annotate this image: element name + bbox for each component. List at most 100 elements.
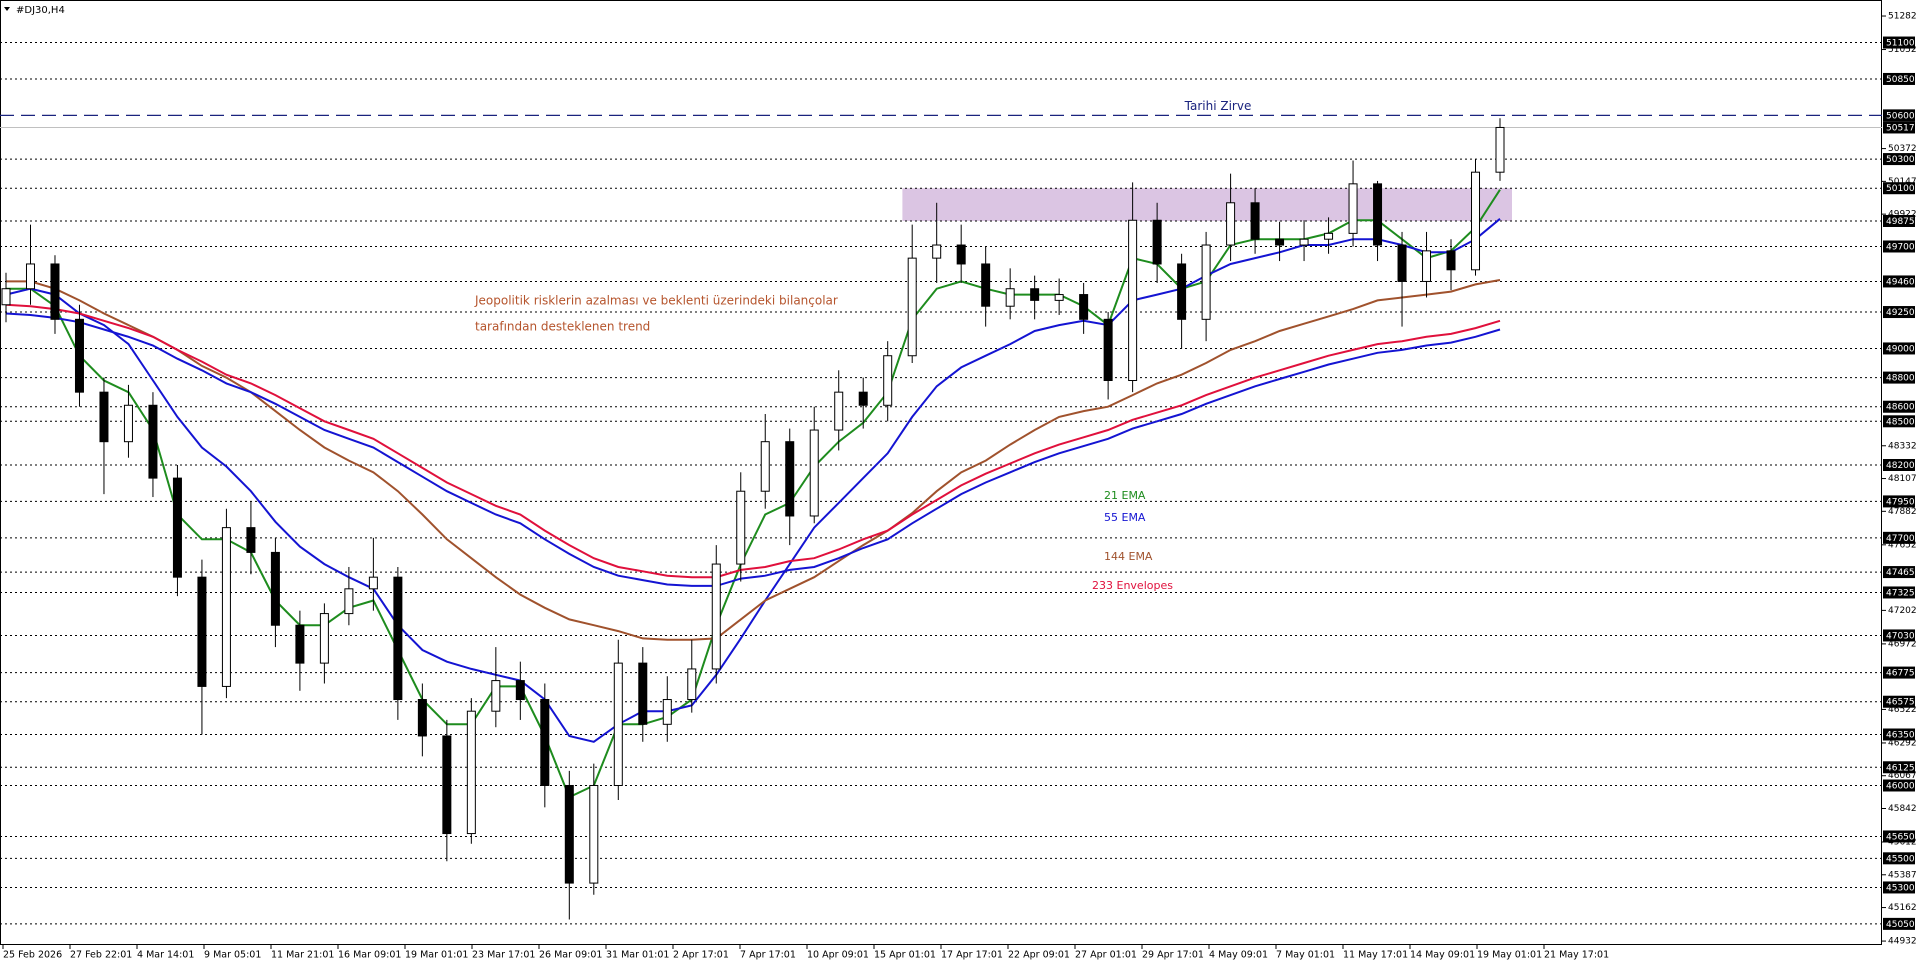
candle-body [123, 404, 133, 443]
candle-body [540, 699, 550, 786]
candle-body [1299, 238, 1309, 246]
candle-body [1005, 288, 1015, 307]
x-tick-label: 26 Mar 09:01 [539, 950, 602, 961]
candle-body [1324, 232, 1334, 240]
candle-body [711, 563, 721, 670]
level-label: 45650 [1886, 832, 1915, 842]
level-label-box [1883, 400, 1915, 413]
x-tick-label: 21 May 17:01 [1544, 950, 1609, 961]
y-tick-label: 51282 [1888, 12, 1916, 22]
candle-body [515, 680, 525, 701]
x-tick-label: 27 Apr 01:01 [1075, 950, 1137, 961]
level-label: 50517 [1886, 123, 1915, 133]
x-tick-label: 11 May 17:01 [1343, 950, 1408, 961]
level-label-box [1883, 761, 1915, 774]
y-tick-label: 46292 [1888, 738, 1916, 748]
level-label: 50300 [1886, 155, 1915, 165]
x-tick-label: 23 Mar 17:01 [472, 950, 535, 961]
level-label: 51100 [1886, 39, 1915, 49]
x-tick-label: 31 Mar 01:01 [606, 950, 669, 961]
level-label: 49460 [1886, 277, 1915, 287]
candle-body [809, 429, 819, 517]
candle-body [638, 662, 648, 725]
y-tick-label: 46972 [1888, 639, 1916, 649]
level-label: 46000 [1886, 781, 1915, 791]
x-tick-label: 17 Apr 17:01 [941, 950, 1003, 961]
y-tick-label: 50147 [1888, 177, 1916, 187]
level-label: 46125 [1886, 763, 1915, 773]
x-tick-label: 22 Apr 09:01 [1008, 950, 1070, 961]
level-label: 49700 [1886, 242, 1915, 252]
level-label: 47700 [1886, 534, 1915, 544]
legend-label: 144 EMA [1104, 550, 1153, 563]
level-label: 48600 [1886, 403, 1915, 413]
x-tick-label: 19 May 01:01 [1477, 950, 1542, 961]
x-tick-label: 11 Mar 21:01 [271, 950, 334, 961]
level-label: 45500 [1886, 854, 1915, 864]
x-tick-label: 25 Feb 2026 [3, 950, 62, 961]
level-label: 49000 [1886, 344, 1915, 354]
y-tick-label: 46522 [1888, 705, 1916, 715]
x-tick-label: 19 Mar 01:01 [405, 950, 468, 961]
candle-body [1079, 294, 1089, 320]
level-label-box [1883, 182, 1915, 195]
x-tick-label: 2 Apr 17:01 [673, 950, 729, 961]
level-label-box [1883, 566, 1915, 579]
y-tick-label: 48332 [1888, 441, 1916, 451]
candle-body [319, 613, 329, 664]
candle-body [148, 404, 158, 479]
level-label: 46575 [1886, 698, 1915, 708]
level-label: 45050 [1886, 920, 1915, 930]
level-label: 48200 [1886, 461, 1915, 471]
candle-body [1250, 202, 1260, 240]
level-label: 50100 [1886, 184, 1915, 194]
x-tick-label: 16 Mar 09:01 [338, 950, 401, 961]
candle-body [99, 391, 109, 443]
level-label: 47950 [1886, 497, 1915, 507]
level-label: 47325 [1886, 588, 1915, 598]
level-label-box [1883, 779, 1915, 792]
candle-body [491, 680, 501, 712]
level-label: 50850 [1886, 75, 1915, 85]
candle-body [785, 441, 795, 517]
candle-body [295, 624, 305, 664]
indicator-line [5, 303, 1501, 579]
candle-body [1177, 263, 1187, 320]
level-label: 50600 [1886, 111, 1915, 121]
candle-body [687, 668, 697, 701]
candle-body [1128, 219, 1138, 382]
y-tick-label: 47882 [1888, 507, 1916, 517]
candle-body [858, 391, 868, 406]
level-label-box [1883, 342, 1915, 355]
level-label: 48800 [1886, 374, 1915, 384]
candle-body [172, 477, 182, 578]
chart-title: #DJ30,H4 [16, 5, 65, 16]
y-tick-label: 48107 [1888, 474, 1916, 484]
candle-body [834, 391, 844, 431]
y-tick-label: 46067 [1888, 771, 1916, 781]
plot-frame [0, 0, 1882, 945]
level-label-box [1883, 121, 1915, 134]
candle-body [1348, 183, 1358, 234]
x-tick-label: 15 Apr 01:01 [874, 950, 936, 961]
level-label-box [1883, 72, 1915, 85]
candle-body [981, 263, 991, 307]
candle-body [1103, 318, 1113, 382]
legend-label: 55 EMA [1104, 511, 1146, 524]
candle-body [393, 576, 403, 701]
candle-body [1373, 183, 1383, 246]
candle-body [1, 288, 11, 306]
x-tick-label: 7 May 01:01 [1276, 950, 1335, 961]
legend-label: 21 EMA [1104, 489, 1146, 502]
candle-body [589, 784, 599, 884]
menu-arrow[interactable] [4, 7, 10, 11]
envelope-lower-line [5, 312, 1501, 587]
y-tick-label: 45387 [1888, 870, 1916, 880]
candle-body [74, 318, 84, 393]
level-label: 46350 [1886, 730, 1915, 740]
candle-body [368, 576, 378, 590]
candle-body [883, 355, 893, 406]
